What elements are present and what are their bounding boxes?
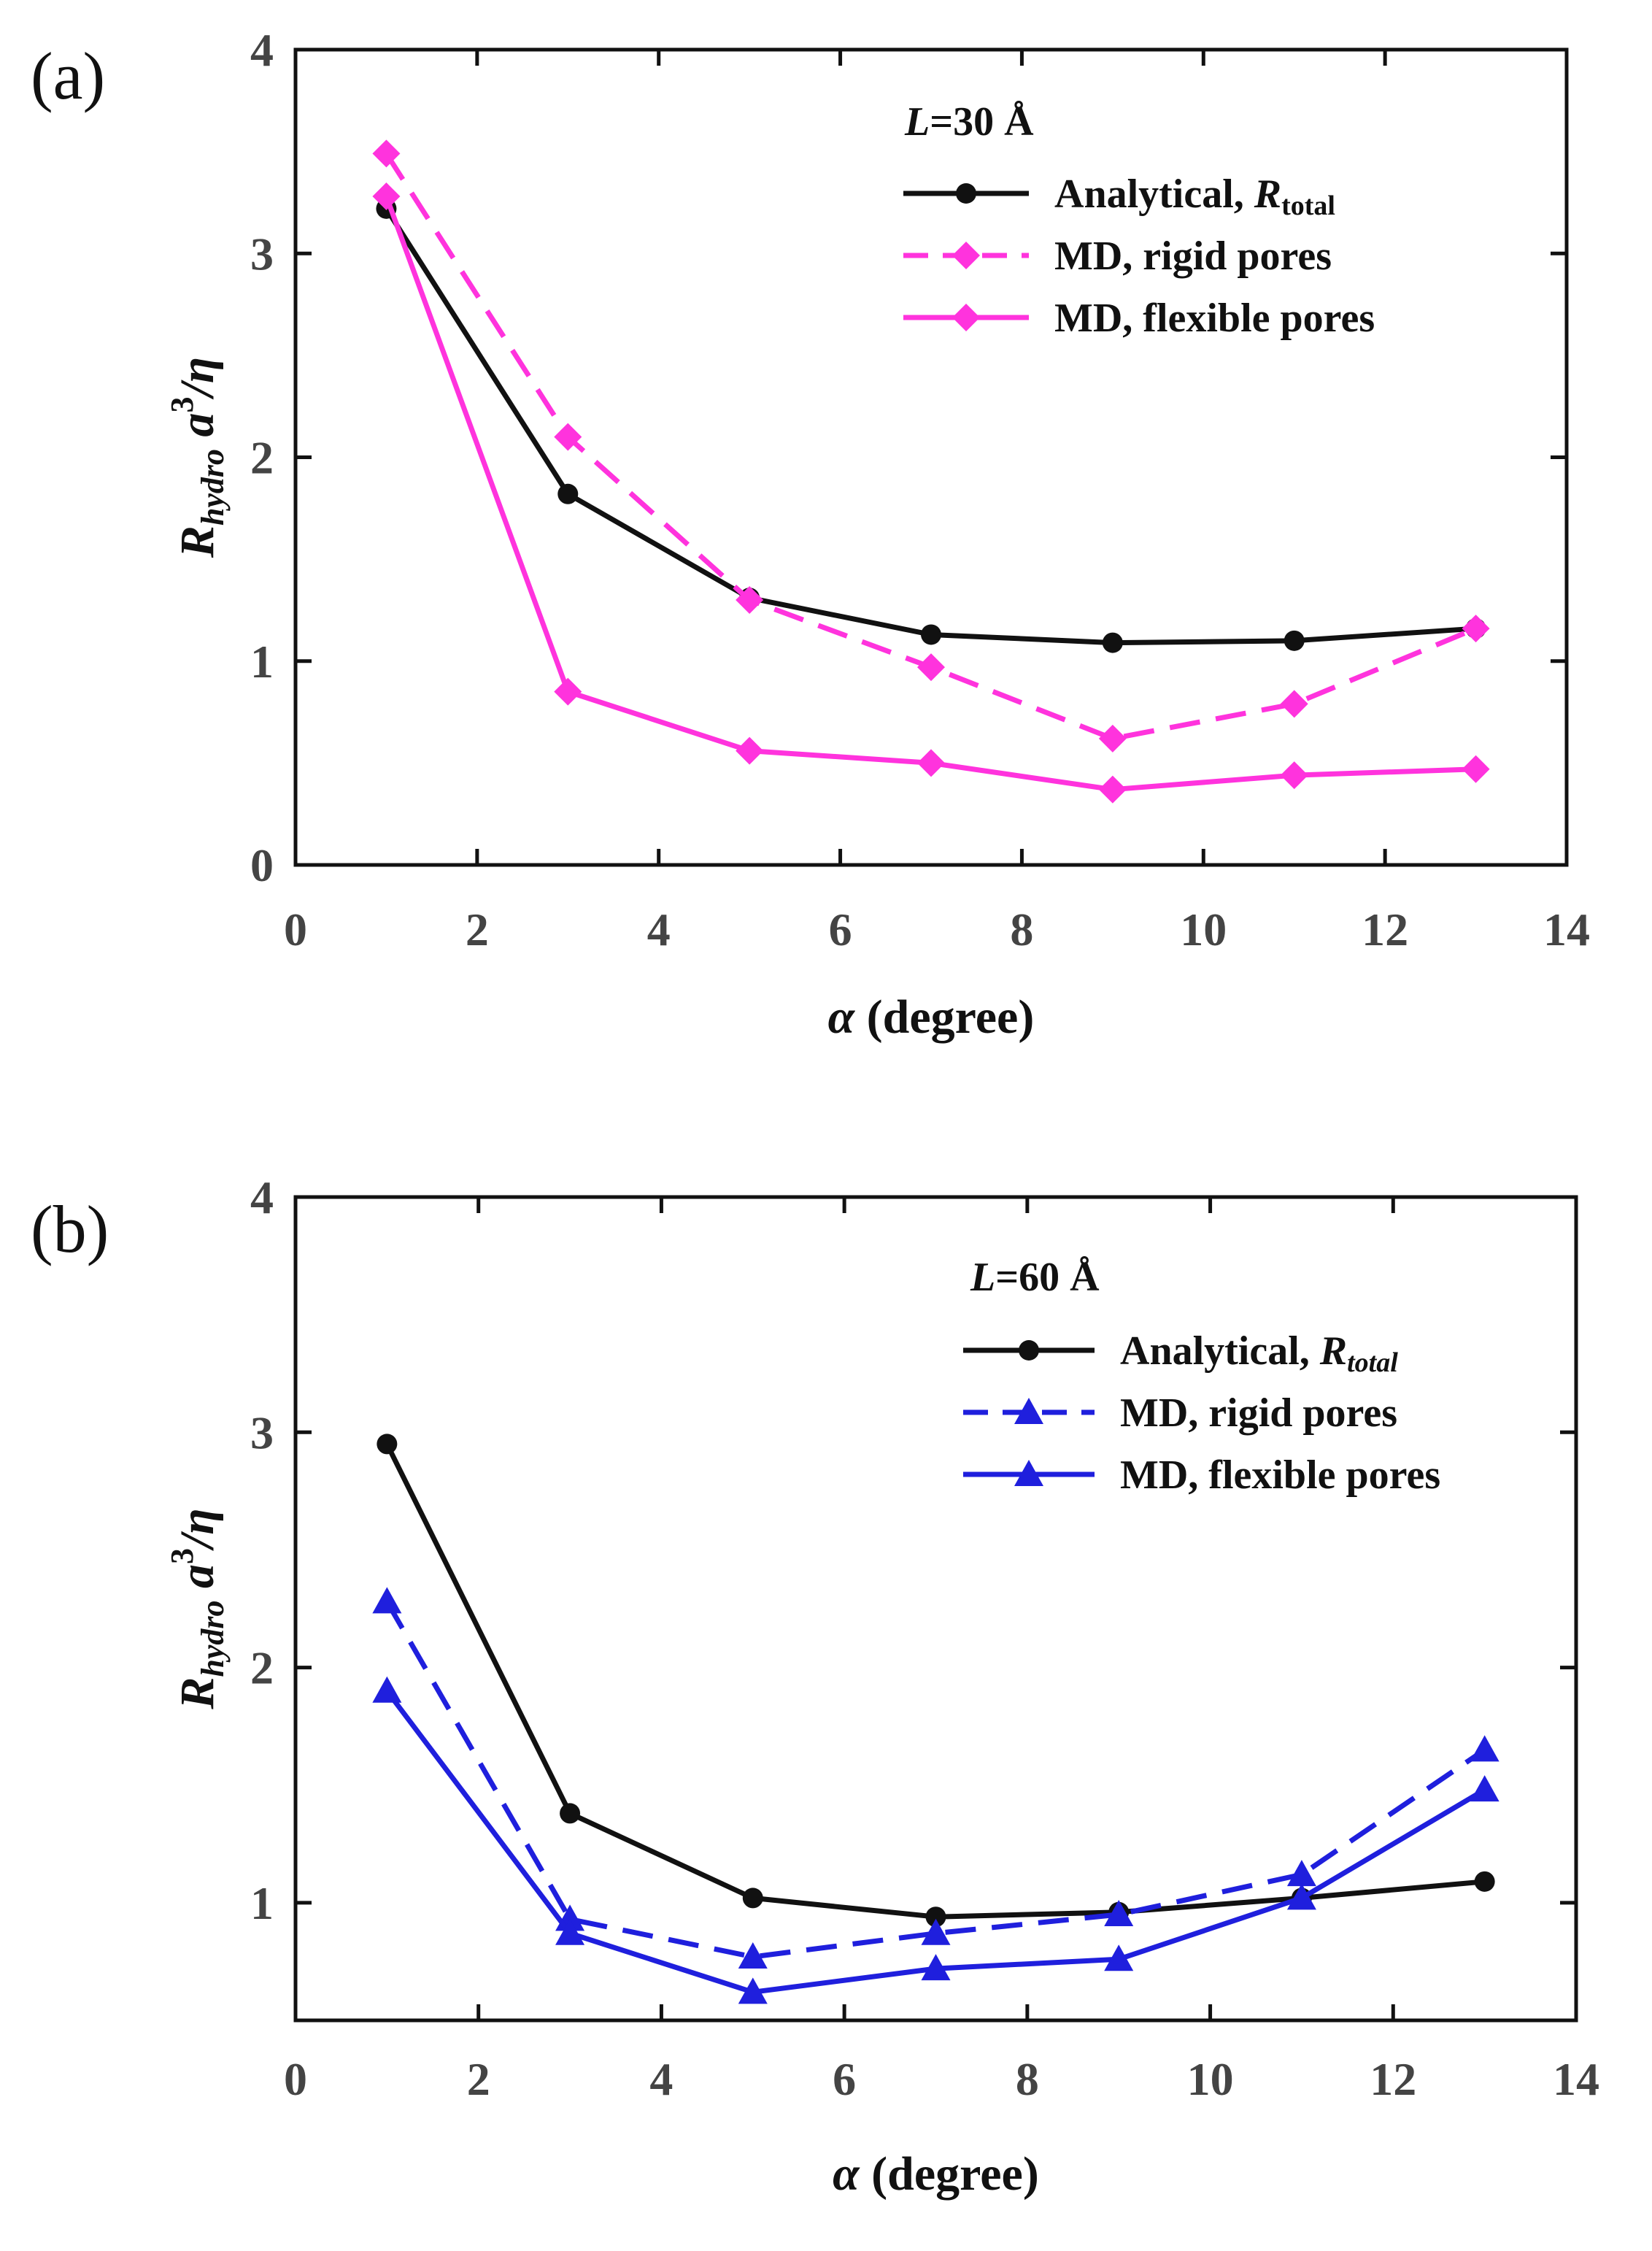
data-point bbox=[917, 749, 945, 777]
x-tick-label: 10 bbox=[1187, 2053, 1234, 2105]
y-tick-label: 4 bbox=[250, 1171, 274, 1223]
data-point bbox=[560, 1803, 581, 1824]
y-tick-label: 1 bbox=[250, 636, 274, 688]
data-point bbox=[1102, 632, 1123, 653]
legend-marker bbox=[952, 304, 980, 331]
y-tick-label: 1 bbox=[250, 1877, 274, 1929]
x-axis-title: α (degree) bbox=[833, 2147, 1039, 2201]
data-point bbox=[555, 1918, 585, 1945]
x-tick-label: 6 bbox=[833, 2053, 856, 2105]
data-point bbox=[1286, 1860, 1316, 1887]
y-axis-title: Rhydro a3/η bbox=[164, 1508, 231, 1709]
data-point bbox=[1098, 724, 1127, 753]
x-tick-label: 14 bbox=[1553, 2053, 1599, 2105]
y-tick-label: 2 bbox=[250, 1642, 274, 1694]
data-point bbox=[557, 483, 579, 504]
data-point bbox=[736, 585, 764, 614]
data-point bbox=[1280, 761, 1308, 790]
x-axis-title: α (degree) bbox=[828, 990, 1035, 1044]
series-line bbox=[385, 1442, 1485, 1920]
data-point bbox=[1462, 755, 1490, 783]
data-point bbox=[1280, 690, 1308, 718]
data-point bbox=[738, 1942, 768, 1969]
y-tick-label: 4 bbox=[250, 24, 274, 76]
data-point bbox=[1098, 775, 1127, 804]
panel-label: (b) bbox=[31, 1192, 109, 1266]
data-point bbox=[372, 1587, 402, 1614]
legend: L=60 Å Analytical, Rtotal MD, rigid pores M… bbox=[963, 1255, 1440, 1498]
data-point bbox=[1104, 1944, 1134, 1971]
data-point bbox=[377, 1434, 398, 1455]
legend-entry-label: MD, flexible pores bbox=[1120, 1452, 1440, 1498]
y-tick-label: 0 bbox=[250, 839, 274, 891]
series-md-flexible bbox=[372, 182, 1490, 804]
data-point bbox=[1470, 1735, 1499, 1762]
x-tick-label: 12 bbox=[1362, 904, 1408, 955]
x-tick-label: 4 bbox=[647, 904, 671, 955]
data-point bbox=[921, 1918, 951, 1945]
data-point bbox=[554, 677, 582, 706]
data-point bbox=[921, 1954, 951, 1981]
legend-title: L=30 Å bbox=[904, 99, 1034, 145]
y-tick-label: 2 bbox=[250, 432, 274, 484]
data-point bbox=[925, 1906, 946, 1928]
x-tick-label: 12 bbox=[1370, 2053, 1416, 2105]
series-md-flexible bbox=[372, 1676, 1499, 2004]
panel-label: (a) bbox=[31, 39, 105, 113]
y-tick-label: 3 bbox=[250, 228, 274, 280]
data-point bbox=[1286, 1883, 1316, 1910]
data-point bbox=[921, 624, 941, 645]
x-tick-label: 8 bbox=[1016, 2053, 1039, 2105]
data-point bbox=[372, 1676, 402, 1703]
data-point bbox=[917, 653, 945, 682]
data-point bbox=[372, 182, 401, 211]
x-tick-label: 0 bbox=[284, 904, 307, 955]
legend-entry-label: MD, rigid pores bbox=[1120, 1390, 1397, 1436]
legend-marker bbox=[1014, 1460, 1043, 1486]
x-tick-label: 10 bbox=[1180, 904, 1227, 955]
plot-frame bbox=[293, 47, 1569, 867]
x-tick-label: 0 bbox=[284, 2053, 307, 2105]
x-tick-label: 14 bbox=[1543, 904, 1590, 955]
data-point bbox=[742, 1888, 763, 1909]
series-analytical bbox=[377, 1434, 1495, 1928]
y-tick-label: 3 bbox=[250, 1407, 274, 1458]
data-point bbox=[1470, 1775, 1499, 1802]
x-tick-label: 6 bbox=[829, 904, 852, 955]
x-tick-label: 4 bbox=[649, 2053, 673, 2105]
legend-entry-label: MD, rigid pores bbox=[1054, 234, 1332, 279]
x-tick-label: 2 bbox=[467, 2053, 490, 2105]
data-point bbox=[1462, 615, 1490, 643]
data-point bbox=[554, 423, 582, 451]
y-axis-title: Rhydro a3/η bbox=[164, 357, 231, 558]
x-tick-label: 2 bbox=[466, 904, 489, 955]
legend-entry-label: Analytical, Rtotal bbox=[1120, 1328, 1398, 1378]
legend: L=30 Å Analytical, Rtotal MD, rigid pores M… bbox=[903, 99, 1375, 341]
x-tick-label: 8 bbox=[1010, 904, 1033, 955]
data-point bbox=[738, 1977, 768, 2004]
series-line bbox=[384, 195, 1476, 793]
legend-marker bbox=[956, 183, 976, 204]
legend-entry-label: Analytical, Rtotal bbox=[1054, 172, 1335, 221]
legend-entry-label: MD, flexible pores bbox=[1054, 296, 1375, 341]
legend-marker bbox=[1014, 1398, 1043, 1424]
data-point bbox=[1104, 1899, 1134, 1926]
legend-title: L=60 Å bbox=[970, 1255, 1100, 1300]
data-point bbox=[372, 139, 401, 168]
data-point bbox=[736, 736, 764, 765]
data-point bbox=[1474, 1871, 1495, 1892]
series-md-rigid bbox=[372, 139, 1490, 753]
data-point bbox=[1284, 630, 1305, 651]
plot-frame bbox=[293, 1195, 1578, 2023]
legend-marker bbox=[1019, 1340, 1039, 1361]
legend-marker bbox=[952, 242, 980, 269]
series-line bbox=[385, 1689, 1486, 1995]
